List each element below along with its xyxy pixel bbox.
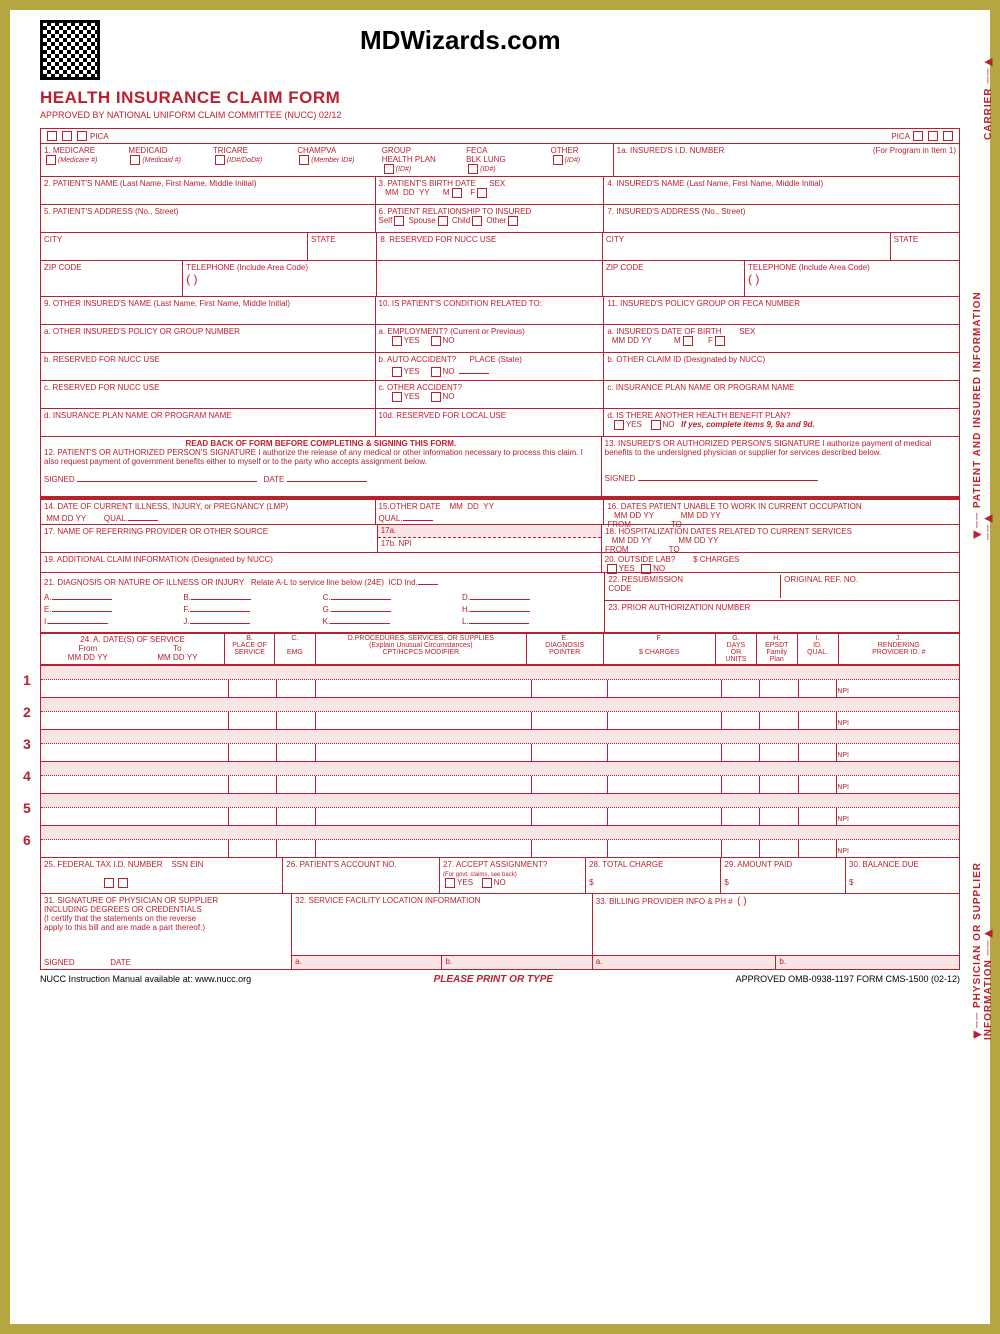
row-9b-10b-11b: b. RESERVED FOR NUCC USE b. AUTO ACCIDEN… (40, 353, 960, 381)
svc-row-4[interactable]: 4NPI (41, 761, 959, 793)
pica-box-l3[interactable] (77, 131, 87, 141)
cb-11a-f[interactable] (715, 336, 725, 346)
row-9c-10c-11c: c. RESERVED FOR NUCC USE c. OTHER ACCIDE… (40, 381, 960, 409)
row-9a-10a-11a: a. OTHER INSURED'S POLICY OR GROUP NUMBE… (40, 325, 960, 353)
pica-box-r3[interactable] (943, 131, 953, 141)
footer-right: APPROVED OMB-0938-1197 FORM CMS-1500 (02… (736, 974, 960, 985)
cb-10a-no[interactable] (431, 336, 441, 346)
cb-11d-no[interactable] (651, 420, 661, 430)
page: CARRIER ──▶ ◀── PATIENT AND INSURED INFO… (10, 10, 990, 1324)
row-5-6-7: 5. PATIENT'S ADDRESS (No., Street) 6. PA… (40, 205, 960, 233)
cb-sex-f[interactable] (477, 188, 487, 198)
form-body: PICA PICA 1. MEDICARE(Medicare #) MEDICA… (40, 128, 960, 985)
svc-row-3[interactable]: 3NPI (41, 729, 959, 761)
pica-box-r1[interactable] (913, 131, 923, 141)
pica-box-l2[interactable] (62, 131, 72, 141)
cb-feca[interactable] (468, 164, 478, 174)
side-carrier: CARRIER ──▶ (983, 40, 994, 140)
cb-group[interactable] (384, 164, 394, 174)
svc-row-6[interactable]: 6NPI (41, 825, 959, 857)
row-31-33: 31. SIGNATURE OF PHYSICIAN OR SUPPLIER I… (40, 894, 960, 970)
qr-code (40, 20, 100, 80)
row-19-20: 19. ADDITIONAL CLAIM INFORMATION (Design… (40, 553, 960, 573)
site-title: MDWizards.com (360, 25, 561, 56)
service-rows: 1NPI 2NPI 3NPI 4NPI 5NPI 6NPI (40, 665, 960, 858)
cb-11d-yes[interactable] (614, 420, 624, 430)
cb-spouse[interactable] (438, 216, 448, 226)
row-25-30: 25. FEDERAL TAX I.D. NUMBER SSN EIN 26. … (40, 858, 960, 894)
approved-line: APPROVED BY NATIONAL UNIFORM CLAIM COMMI… (40, 110, 960, 120)
cb-medicare[interactable] (46, 155, 56, 165)
row-17-18: 17. NAME OF REFERRING PROVIDER OR OTHER … (40, 525, 960, 553)
cb-rel-other[interactable] (508, 216, 518, 226)
cb-10b-yes[interactable] (392, 367, 402, 377)
cb-10c-no[interactable] (431, 392, 441, 402)
svc-row-1[interactable]: 1NPI (41, 665, 959, 697)
cb-other[interactable] (553, 155, 563, 165)
header: MDWizards.com (40, 20, 960, 80)
row-14-15-16: 14. DATE OF CURRENT ILLNESS, INJURY, or … (40, 497, 960, 525)
pica-row: PICA PICA (40, 128, 960, 144)
footer-left: NUCC Instruction Manual available at: ww… (40, 974, 251, 985)
insurance-type-row: 1. MEDICARE(Medicare #) MEDICAID(Medicai… (40, 144, 960, 177)
row-21-22-23: 21. DIAGNOSIS OR NATURE OF ILLNESS OR IN… (40, 573, 960, 633)
cb-ein[interactable] (118, 878, 128, 888)
cb-champva[interactable] (299, 155, 309, 165)
row-9-10-11: 9. OTHER INSURED'S NAME (Last Name, Firs… (40, 297, 960, 325)
cb-tricare[interactable] (215, 155, 225, 165)
cb-10b-no[interactable] (431, 367, 441, 377)
cb-27-yes[interactable] (445, 878, 455, 888)
row-2-3-4: 2. PATIENT'S NAME (Last Name, First Name… (40, 177, 960, 205)
side-physician: ◀── PHYSICIAN OR SUPPLIER INFORMATION ──… (972, 780, 994, 1040)
cb-10c-yes[interactable] (392, 392, 402, 402)
side-patient-insured: ◀── PATIENT AND INSURED INFORMATION ──▶ (972, 280, 994, 540)
pica-box-r2[interactable] (928, 131, 938, 141)
row-9d-10d-11d: d. INSURANCE PLAN NAME OR PROGRAM NAME 1… (40, 409, 960, 437)
cb-medicaid[interactable] (130, 155, 140, 165)
row-zip: ZIP CODE TELEPHONE (Include Area Code)( … (40, 261, 960, 297)
row-12-13: READ BACK OF FORM BEFORE COMPLETING & SI… (40, 437, 960, 497)
svc-row-2[interactable]: 2NPI (41, 697, 959, 729)
footer: NUCC Instruction Manual available at: ww… (40, 974, 960, 985)
row-city-8: CITY STATE 8. RESERVED FOR NUCC USE CITY… (40, 233, 960, 261)
cb-27-no[interactable] (482, 878, 492, 888)
svc-row-5[interactable]: 5NPI (41, 793, 959, 825)
pica-box-l1[interactable] (47, 131, 57, 141)
cb-self[interactable] (394, 216, 404, 226)
cb-sex-m[interactable] (452, 188, 462, 198)
cb-child[interactable] (472, 216, 482, 226)
cb-ssn[interactable] (104, 878, 114, 888)
form-title: HEALTH INSURANCE CLAIM FORM (40, 88, 960, 108)
footer-center: PLEASE PRINT OR TYPE (434, 974, 553, 985)
service-header: 24. A. DATE(S) OF SERVICE FromTo MM DD Y… (40, 633, 960, 665)
cb-11a-m[interactable] (683, 336, 693, 346)
cb-10a-yes[interactable] (392, 336, 402, 346)
